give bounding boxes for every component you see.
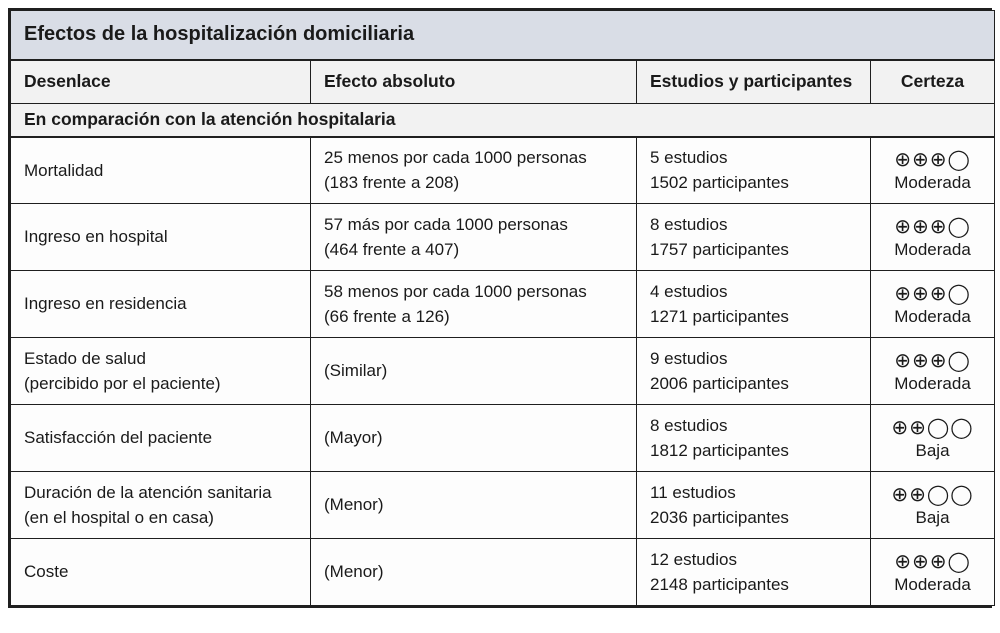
grade-certainty-circles-icon: ⊕⊕⊕◯	[894, 213, 971, 238]
absolute-effect-cell: 25 menos por cada 1000 personas (183 fre…	[310, 136, 637, 204]
certainty-label: Moderada	[894, 373, 971, 393]
outcome-cell: Coste	[10, 538, 311, 606]
effect-line-2: (183 frente a 208)	[324, 173, 460, 193]
outcome-line-1: Estado de salud	[24, 348, 146, 368]
title-row: Efectos de la hospitalización domiciliar…	[9, 10, 996, 61]
effect-line-1: (Menor)	[324, 495, 384, 515]
column-header-estudios-participantes: Estudios y participantes	[636, 59, 871, 104]
outcome-line-1: Duración de la atención sanitaria	[24, 482, 272, 502]
evidence-table: Efectos de la hospitalización domiciliar…	[9, 10, 996, 606]
outcome-line-1: Satisfacción del paciente	[24, 428, 213, 448]
effect-line-1: 57 más por cada 1000 personas	[324, 214, 568, 234]
grade-certainty-circles-icon: ⊕⊕◯◯	[891, 414, 974, 439]
studies-count: 11 estudios	[650, 482, 736, 502]
table-row: Ingreso en residencia 58 menos por cada …	[10, 270, 996, 338]
outcome-line-1: Ingreso en residencia	[24, 294, 187, 314]
studies-participants-cell: 8 estudios 1812 participantes	[636, 404, 871, 472]
effect-line-1: (Menor)	[324, 562, 384, 582]
outcome-cell: Mortalidad	[10, 136, 311, 204]
column-header-certeza: Certeza	[869, 59, 996, 104]
outcome-cell: Ingreso en hospital	[10, 203, 311, 271]
absolute-effect-cell: 58 menos por cada 1000 personas (66 fren…	[310, 270, 637, 338]
effect-line-1: (Similar)	[324, 361, 388, 381]
table-row: Satisfacción del paciente (Mayor) 8 estu…	[10, 404, 996, 472]
studies-participants-cell: 9 estudios 2006 participantes	[636, 337, 871, 405]
section-row: En comparación con la atención hospitala…	[9, 103, 996, 138]
certainty-cell: ⊕⊕◯◯ Baja	[869, 404, 996, 472]
effect-line-2: (464 frente a 407)	[324, 240, 460, 259]
outcome-line-2: (percibido por el paciente)	[24, 374, 221, 393]
certainty-label: Baja	[915, 440, 950, 460]
grade-certainty-circles-icon: ⊕⊕⊕◯	[894, 147, 971, 172]
absolute-effect-cell: (Similar)	[310, 337, 637, 405]
outcome-line-1: Coste	[24, 562, 69, 582]
certainty-label: Moderada	[894, 173, 971, 193]
studies-participants-cell: 8 estudios 1757 participantes	[636, 203, 871, 271]
grade-certainty-circles-icon: ⊕⊕◯◯	[891, 481, 974, 506]
evidence-table-container: Efectos de la hospitalización domiciliar…	[8, 8, 996, 608]
studies-count: 4 estudios	[650, 281, 728, 301]
absolute-effect-cell: (Mayor)	[310, 404, 637, 472]
participants-count: 2036 participantes	[650, 508, 789, 527]
participants-count: 2148 participantes	[650, 575, 789, 594]
certainty-cell: ⊕⊕⊕◯ Moderada	[869, 270, 996, 338]
studies-participants-cell: 11 estudios 2036 participantes	[636, 471, 871, 539]
table-row: Mortalidad 25 menos por cada 1000 person…	[10, 136, 996, 204]
certainty-cell: ⊕⊕⊕◯ Moderada	[869, 136, 996, 204]
grade-certainty-circles-icon: ⊕⊕⊕◯	[894, 280, 971, 305]
certainty-cell: ⊕⊕◯◯ Baja	[869, 471, 996, 539]
table-body: Mortalidad 25 menos por cada 1000 person…	[10, 136, 996, 606]
effect-line-1: 58 menos por cada 1000 personas	[324, 281, 587, 301]
absolute-effect-cell: (Menor)	[310, 471, 637, 539]
table-row: Duración de la atención sanitaria (en el…	[10, 471, 996, 539]
comparison-section-label: En comparación con la atención hospitala…	[9, 103, 996, 138]
table-row: Ingreso en hospital 57 más por cada 1000…	[10, 203, 996, 271]
studies-count: 9 estudios	[650, 348, 728, 368]
certainty-cell: ⊕⊕⊕◯ Moderada	[869, 538, 996, 606]
studies-participants-cell: 4 estudios 1271 participantes	[636, 270, 871, 338]
absolute-effect-cell: 57 más por cada 1000 personas (464 frent…	[310, 203, 637, 271]
participants-count: 1502 participantes	[650, 173, 789, 193]
participants-count: 1271 participantes	[650, 307, 789, 326]
studies-participants-cell: 12 estudios 2148 participantes	[636, 538, 871, 606]
participants-count: 2006 participantes	[650, 374, 789, 393]
certainty-label: Moderada	[894, 306, 971, 326]
grade-certainty-circles-icon: ⊕⊕⊕◯	[894, 347, 971, 372]
effect-line-1: (Mayor)	[324, 428, 383, 448]
effect-line-1: 25 menos por cada 1000 personas	[324, 147, 587, 167]
participants-count: 1757 participantes	[650, 240, 789, 259]
studies-count: 5 estudios	[650, 147, 728, 167]
participants-count: 1812 participantes	[650, 441, 789, 460]
certainty-label: Moderada	[894, 239, 971, 259]
certainty-cell: ⊕⊕⊕◯ Moderada	[869, 337, 996, 405]
outcome-line-1: Ingreso en hospital	[24, 227, 168, 247]
outcome-cell: Duración de la atención sanitaria (en el…	[10, 471, 311, 539]
outcome-cell: Estado de salud (percibido por el pacien…	[10, 337, 311, 405]
absolute-effect-cell: (Menor)	[310, 538, 637, 606]
column-header-efecto-absoluto: Efecto absoluto	[310, 59, 637, 104]
certainty-label: Moderada	[894, 574, 971, 594]
studies-count: 8 estudios	[650, 214, 728, 234]
outcome-line-1: Mortalidad	[24, 160, 104, 180]
studies-count: 8 estudios	[650, 415, 728, 435]
table-row: Estado de salud (percibido por el pacien…	[10, 337, 996, 405]
table-title: Efectos de la hospitalización domiciliar…	[9, 10, 996, 61]
certainty-label: Baja	[915, 507, 950, 527]
outcome-cell: Ingreso en residencia	[10, 270, 311, 338]
studies-participants-cell: 5 estudios 1502 participantes	[636, 136, 871, 204]
effect-line-2: (66 frente a 126)	[324, 307, 450, 326]
outcome-line-2: (en el hospital o en casa)	[24, 508, 214, 527]
column-header-desenlace: Desenlace	[10, 59, 311, 104]
grade-certainty-circles-icon: ⊕⊕⊕◯	[894, 548, 971, 573]
studies-count: 12 estudios	[650, 549, 737, 569]
certainty-cell: ⊕⊕⊕◯ Moderada	[869, 203, 996, 271]
outcome-cell: Satisfacción del paciente	[10, 404, 311, 472]
column-header-row: Desenlace Efecto absoluto Estudios y par…	[10, 59, 996, 104]
table-row: Coste (Menor) 12 estudios 2148 participa…	[10, 538, 996, 606]
